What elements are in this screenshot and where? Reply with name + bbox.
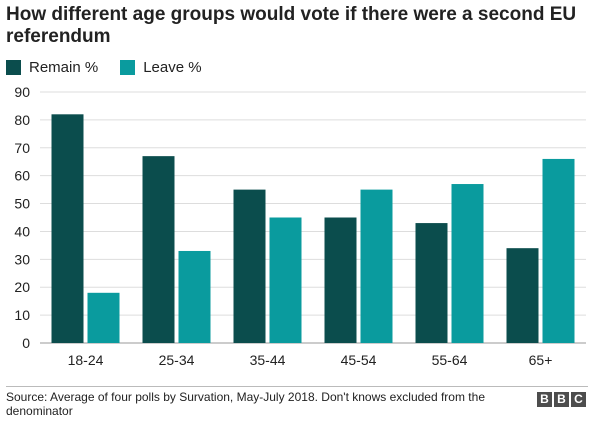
x-tick-label: 55-64 [432,352,468,368]
bar-leave-55-64 [451,184,484,343]
x-axis-ticks: 18-24 25-34 35-44 45-54 55-64 65+ [68,352,553,368]
x-tick-label: 25-34 [159,352,195,368]
y-tick-label: 30 [14,251,30,267]
legend-item-remain: Remain % [6,59,98,76]
x-tick-label: 45-54 [341,352,377,368]
logo-letter: C [571,392,586,407]
legend-item-leave: Leave % [120,58,202,76]
logo-letter: B [554,392,569,407]
bar-chart: 0 10 20 30 40 50 60 70 80 90 18-24 25-34 35-44 45-54… [14,84,586,368]
bar-leave-18-24 [87,292,120,343]
y-tick-label: 0 [22,335,30,351]
bar-remain-35-44 [233,189,266,343]
y-tick-label: 70 [14,140,30,156]
x-tick-label: 35-44 [250,352,286,368]
footer-divider [6,386,588,387]
legend-swatch-leave [120,59,136,75]
chart-title: How different age groups would vote if t… [6,4,577,47]
y-axis-ticks: 0 10 20 30 40 50 60 70 80 90 [14,84,30,351]
bar-leave-65+ [542,158,575,343]
legend-swatch-remain [6,59,21,75]
bar-remain-45-54 [324,217,357,343]
bars [51,114,575,343]
y-tick-label: 40 [14,223,30,239]
bar-leave-45-54 [360,189,393,343]
y-tick-label: 90 [14,84,30,100]
x-tick-label: 65+ [529,352,553,368]
logo-letter: B [537,392,552,407]
source-note: Source: Average of four polls by Survati… [6,390,485,418]
y-tick-label: 80 [14,112,30,128]
bar-leave-35-44 [269,217,302,343]
legend-label-remain: Remain % [29,58,99,76]
bar-remain-18-24 [51,114,84,343]
legend: Remain % Leave % [6,57,224,77]
y-tick-label: 50 [14,196,30,212]
y-tick-label: 20 [14,279,30,295]
bar-remain-55-64 [415,223,448,343]
bar-remain-65+ [506,248,539,343]
bbc-logo: B B C [537,392,588,407]
bar-remain-25-34 [142,156,175,343]
y-tick-label: 60 [14,168,30,184]
bar-leave-25-34 [178,250,211,343]
x-tick-label: 18-24 [68,352,104,368]
gridlines [40,91,586,344]
y-tick-label: 10 [14,307,30,323]
legend-label-leave: Leave % [143,58,202,76]
